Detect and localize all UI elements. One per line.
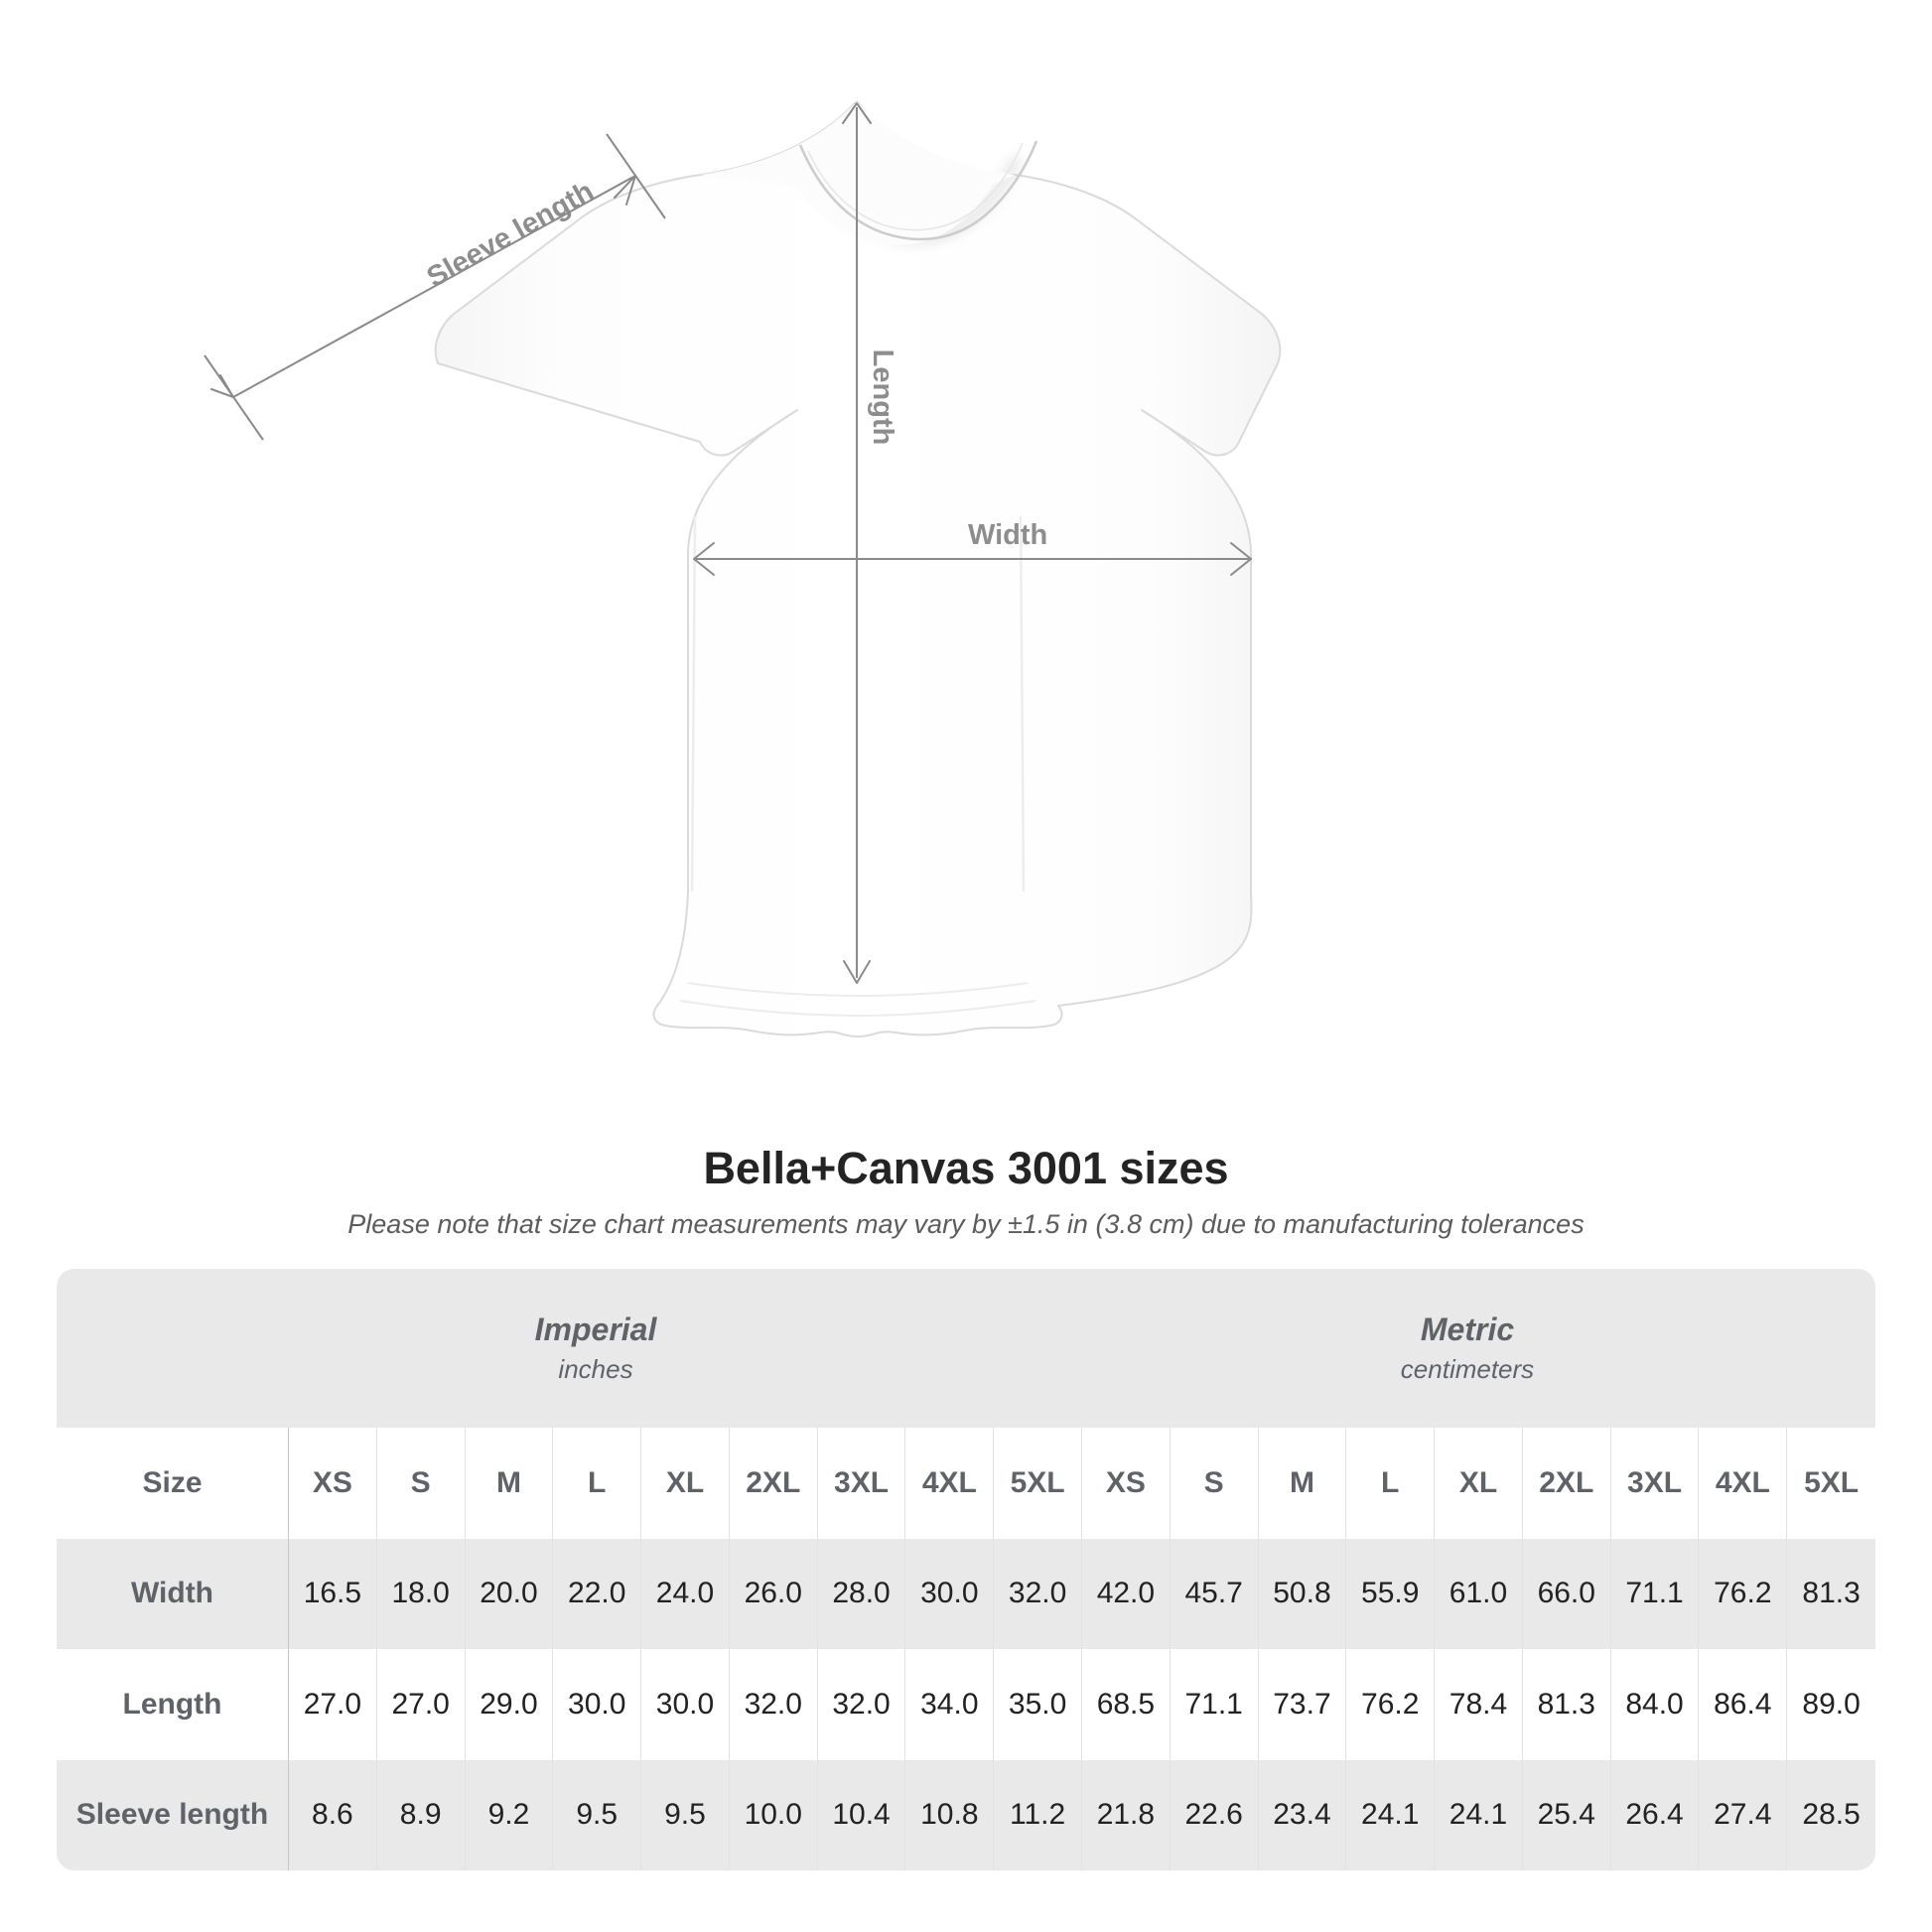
- svg-text:Width: Width: [968, 519, 1047, 551]
- svg-text:Length: Length: [867, 349, 898, 446]
